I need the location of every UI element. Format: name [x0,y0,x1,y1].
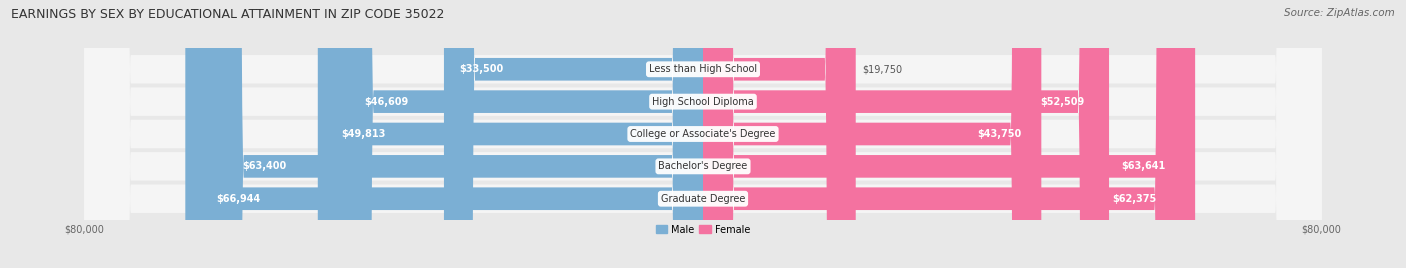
FancyBboxPatch shape [703,0,1185,268]
Text: Source: ZipAtlas.com: Source: ZipAtlas.com [1284,8,1395,18]
FancyBboxPatch shape [84,0,1322,268]
Legend: Male, Female: Male, Female [655,224,751,236]
FancyBboxPatch shape [703,0,1042,268]
Text: $63,641: $63,641 [1122,161,1166,171]
Text: College or Associate's Degree: College or Associate's Degree [630,129,776,139]
Text: $63,400: $63,400 [242,161,287,171]
FancyBboxPatch shape [84,0,1322,268]
Text: $49,813: $49,813 [340,129,385,139]
FancyBboxPatch shape [84,0,1322,268]
Text: $52,509: $52,509 [1040,97,1084,107]
Text: Graduate Degree: Graduate Degree [661,194,745,204]
Text: High School Diploma: High School Diploma [652,97,754,107]
Text: EARNINGS BY SEX BY EDUCATIONAL ATTAINMENT IN ZIP CODE 35022: EARNINGS BY SEX BY EDUCATIONAL ATTAINMEN… [11,8,444,21]
FancyBboxPatch shape [212,0,703,268]
FancyBboxPatch shape [318,0,703,268]
Text: $19,750: $19,750 [862,64,903,74]
FancyBboxPatch shape [84,0,1322,268]
Text: $33,500: $33,500 [460,64,503,74]
FancyBboxPatch shape [84,0,1322,268]
Text: Bachelor's Degree: Bachelor's Degree [658,161,748,171]
Text: $43,750: $43,750 [977,129,1021,139]
FancyBboxPatch shape [703,0,1195,268]
Text: Less than High School: Less than High School [650,64,756,74]
FancyBboxPatch shape [186,0,703,268]
Text: $62,375: $62,375 [1112,194,1156,204]
FancyBboxPatch shape [444,0,703,268]
Text: $66,944: $66,944 [217,194,260,204]
FancyBboxPatch shape [703,0,856,268]
FancyBboxPatch shape [343,0,703,268]
Text: $46,609: $46,609 [364,97,409,107]
FancyBboxPatch shape [703,0,1109,268]
